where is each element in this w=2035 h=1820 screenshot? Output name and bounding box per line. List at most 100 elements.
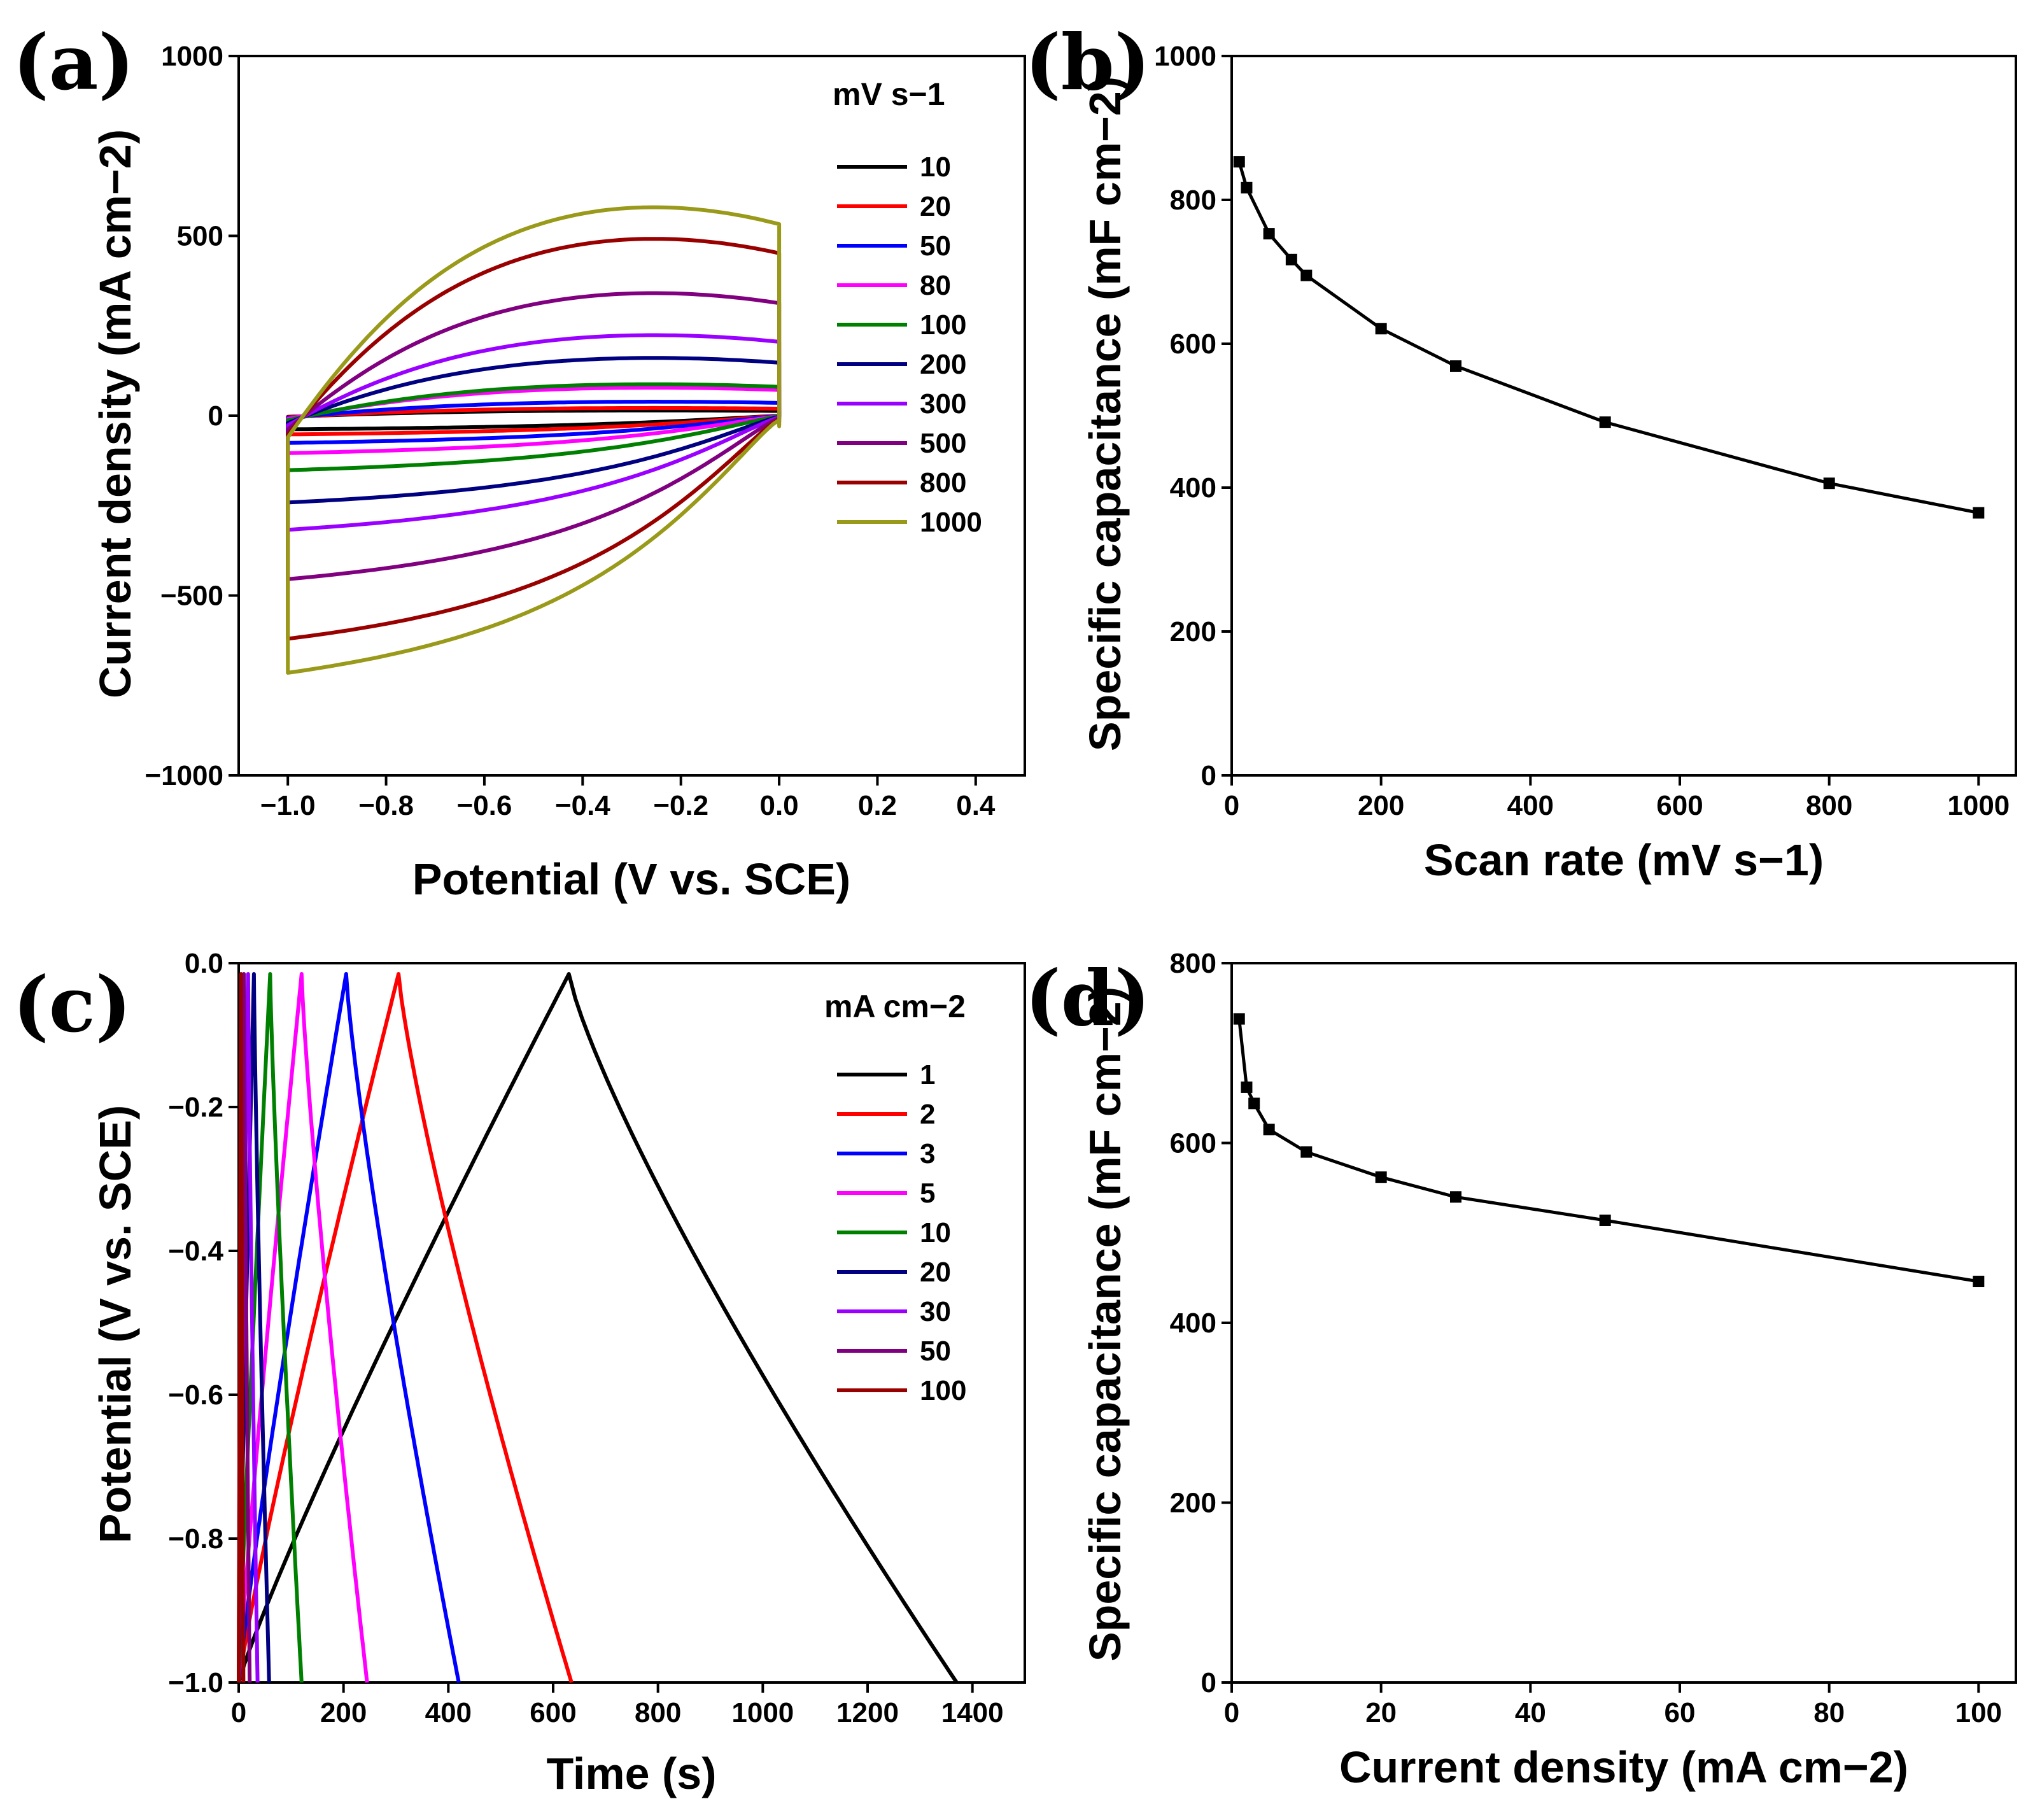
data-point: [1300, 1146, 1313, 1158]
x-tick-label: 0.0: [759, 790, 798, 821]
panel-d-markers: [1233, 1013, 1985, 1288]
panel-b-x-ticks: 0 200 400 600 800 1000: [1224, 775, 2010, 821]
x-tick-label: −0.6: [457, 790, 512, 821]
x-tick-label: 600: [1656, 790, 1703, 821]
panel-label-a: (a): [13, 18, 134, 108]
y-tick-label: 200: [1170, 1488, 1216, 1519]
x-tick-label: 60: [1665, 1697, 1696, 1728]
legend-label: 100: [920, 1375, 966, 1406]
legend-label: 100: [920, 309, 966, 341]
data-point: [1375, 1171, 1387, 1183]
panel-b-y-ticks: 0 200 400 600 800 1000: [1154, 41, 1232, 791]
data-point: [1263, 228, 1275, 240]
x-tick-label: −0.2: [653, 790, 708, 821]
y-tick-label: 200: [1170, 616, 1216, 647]
gcd-curve-5: [237, 972, 369, 1683]
cv-loop-800: [286, 237, 782, 641]
panel-d-x-ticks: 0 20 40 60 80 100: [1224, 1682, 2002, 1728]
data-point: [1233, 156, 1245, 168]
x-tick-label: 600: [530, 1697, 576, 1728]
gcd-curve-3: [237, 972, 461, 1683]
legend-label: 30: [920, 1296, 951, 1327]
panel-c-x-ticks: 0 200 400 600 800 1000 1200 1400: [231, 1682, 1004, 1728]
panel-d-y-axis-title: Specific capacitance (mF cm−2): [1080, 987, 1130, 1661]
panel-b-frame: [1230, 55, 2017, 777]
legend-label: 10: [920, 1217, 951, 1248]
gcd-curve-1: [237, 972, 959, 1684]
data-point: [1973, 507, 1985, 519]
panel-a-y-ticks: −1000 −500 0 500 1000: [144, 41, 239, 791]
panel-c-y-ticks: −1.0 −0.8 −0.6 −0.4 −0.2 0.0: [168, 948, 239, 1698]
y-tick-label: 0: [1201, 760, 1216, 791]
x-tick-label: 0: [1224, 790, 1239, 821]
x-tick-label: 0: [231, 1697, 246, 1728]
panel-d-plot: 0 20 40 60 80 100 0 200 400 600 800: [1170, 948, 2017, 1728]
data-point: [1450, 360, 1461, 372]
panel-b-plot: 0 200 400 600 800 1000 0 200 400 600 800 1000: [1154, 41, 2017, 821]
panel-d-frame: [1230, 962, 2017, 1684]
y-tick-label: 0: [208, 400, 223, 432]
panel-a-x-ticks: −1.0 −0.8 −0.6 −0.4 −0.2 0.0 0.2 0.4: [260, 775, 996, 821]
x-tick-label: 40: [1515, 1697, 1546, 1728]
legend-label: 1: [920, 1059, 935, 1090]
x-tick-label: 0.2: [858, 790, 897, 821]
panel-b-capacitance-vs-scan-rate: (b) 0 200 400 600 800 1000 0 200 400 600 800 1000 …: [1025, 18, 2017, 885]
x-tick-label: 80: [1813, 1697, 1845, 1728]
panel-d-y-ticks: 0 200 400 600 800: [1170, 948, 1232, 1698]
legend-label: 500: [920, 428, 966, 459]
y-tick-label: 800: [1170, 948, 1216, 979]
legend-label: 50: [920, 230, 951, 262]
y-tick-label: −0.4: [168, 1236, 223, 1267]
x-tick-label: 1400: [941, 1697, 1004, 1728]
data-point: [1300, 269, 1313, 281]
legend-label: 5: [920, 1178, 935, 1209]
cv-loop-1000: [286, 205, 782, 675]
panel-a-legend-title: mV s−1: [833, 76, 945, 112]
panel-d-trend-line: [1237, 1019, 1979, 1283]
legend-label: 800: [920, 467, 966, 498]
y-tick-label: 400: [1170, 472, 1216, 504]
panel-b-x-axis-title: Scan rate (mV s−1): [1424, 835, 1824, 885]
legend-label: 80: [920, 270, 951, 301]
y-tick-label: −0.8: [168, 1523, 223, 1555]
panel-d-capacitance-vs-current-density: (d) 0 20 40 60 80 100 0 200 400 600 800 Current d…: [1025, 948, 2017, 1792]
x-tick-label: 100: [1955, 1697, 2002, 1728]
panel-label-b: (b): [1025, 18, 1150, 108]
panel-a-curves: [286, 205, 782, 675]
panel-label-d: (d): [1025, 954, 1150, 1043]
x-tick-label: 1000: [1947, 790, 2010, 821]
y-tick-label: 1000: [161, 41, 223, 72]
y-tick-label: −1000: [144, 760, 223, 791]
panel-a-cv-curves: (a) −1.0 −0.8 −0.6 −0.4 −0.2 0.0 0.2 0.4 −1000−…: [13, 18, 1026, 904]
gcd-curve-2: [237, 972, 574, 1683]
data-point: [1599, 1214, 1611, 1226]
panel-c-x-axis-title: Time (s): [546, 1749, 716, 1798]
x-tick-label: 400: [425, 1697, 472, 1728]
x-tick-label: 400: [1507, 790, 1554, 821]
panel-a-legend: mV s−1 10 20 50 80 100 200 300 500 800 1000: [833, 76, 982, 538]
panel-c-legend-title: mA cm−2: [824, 989, 966, 1024]
y-tick-label: 500: [177, 221, 223, 252]
legend-label: 50: [920, 1336, 951, 1367]
data-point: [1375, 323, 1387, 335]
x-tick-label: 800: [1806, 790, 1852, 821]
x-tick-label: −1.0: [260, 790, 316, 821]
panel-c-legend: mA cm−2 1 2 3 5 10 20 30 50 100: [824, 989, 966, 1406]
x-tick-label: 20: [1365, 1697, 1397, 1728]
panel-c-plot: 0 200 400 600 800 1000 1200 1400 −1.0 −0.8 −0.6 −0…: [168, 948, 1026, 1728]
x-tick-label: 1200: [836, 1697, 899, 1728]
x-tick-label: 1000: [731, 1697, 794, 1728]
data-point: [1248, 1097, 1260, 1110]
gcd-curve-10: [237, 972, 304, 1683]
data-point: [1233, 1013, 1245, 1025]
x-tick-label: 200: [1358, 790, 1404, 821]
y-tick-label: 600: [1170, 1128, 1216, 1159]
y-tick-label: 0: [1201, 1667, 1216, 1698]
legend-label: 300: [920, 388, 966, 420]
panel-b-markers: [1233, 156, 1985, 519]
y-tick-label: −500: [160, 581, 223, 612]
data-point: [1241, 1081, 1253, 1093]
data-point: [1823, 477, 1835, 490]
data-point: [1263, 1124, 1275, 1136]
